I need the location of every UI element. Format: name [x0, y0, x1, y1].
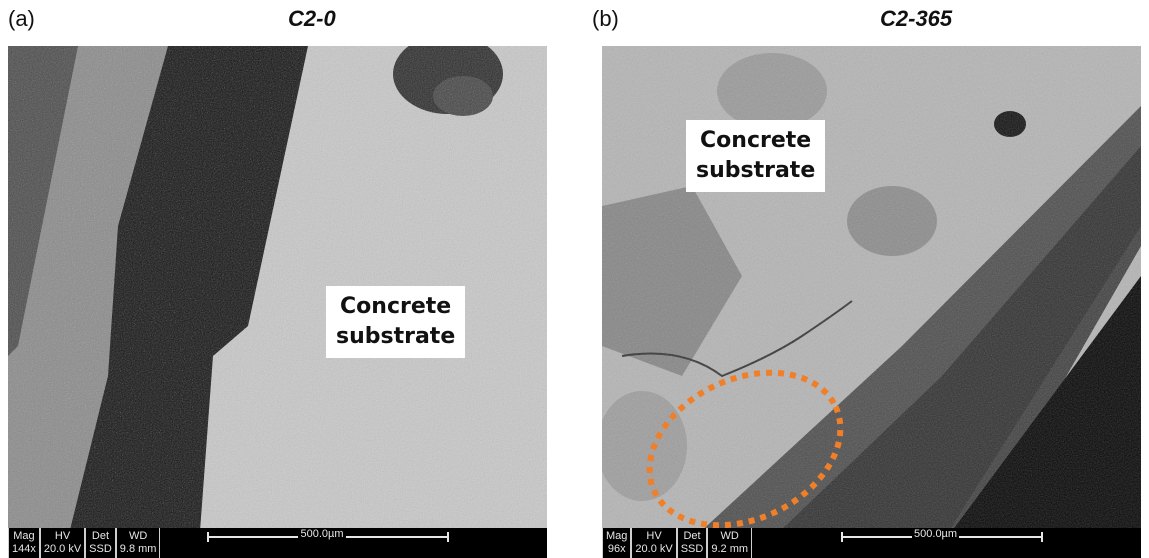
mag-label: Mag	[606, 530, 627, 543]
sem-databar-b: Mag 96x HV 20.0 kV Det SSD WD 9.2 mm 500…	[602, 528, 1141, 558]
mag-cell: Mag 96x	[602, 528, 631, 558]
sem-image-a: Concrete substrate Mag 144x HV 20.0 kV D…	[8, 46, 547, 558]
concrete-substrate-label-b: Concrete substrate	[686, 120, 825, 192]
scale-bar-b: 500.0µm	[752, 528, 1141, 558]
scale-tick-right	[1041, 532, 1043, 542]
concrete-substrate-label-a: Concrete substrate	[326, 286, 465, 358]
panel-b-title: C2-365	[880, 6, 952, 32]
scale-tick-left	[207, 532, 209, 542]
scale-tick-right	[447, 532, 449, 542]
mag-value: 144x	[12, 543, 36, 556]
mag-cell: Mag 144x	[8, 528, 40, 558]
scale-bar-a: 500.0µm	[160, 528, 547, 558]
det-cell: Det SSD	[85, 528, 116, 558]
label-line-2: substrate	[696, 156, 815, 186]
sem-micrograph-b	[602, 46, 1141, 558]
hv-label: HV	[55, 530, 70, 543]
det-label: Det	[92, 530, 109, 543]
det-value: SSD	[681, 543, 704, 556]
scale-tick-left	[841, 532, 843, 542]
wd-value: 9.2 mm	[711, 543, 748, 556]
hv-label: HV	[646, 530, 661, 543]
hv-cell: HV 20.0 kV	[631, 528, 676, 558]
sem-micrograph-a	[8, 46, 547, 558]
hv-value: 20.0 kV	[635, 543, 672, 556]
mag-value: 96x	[608, 543, 626, 556]
wd-cell: WD 9.2 mm	[707, 528, 752, 558]
hv-cell: HV 20.0 kV	[40, 528, 85, 558]
sem-image-b: Concrete substrate Mag 96x HV 20.0 kV De…	[602, 46, 1141, 558]
det-value: SSD	[89, 543, 112, 556]
wd-value: 9.8 mm	[120, 543, 157, 556]
wd-label: WD	[721, 530, 739, 543]
panel-a-letter: (a)	[8, 6, 35, 32]
det-label: Det	[683, 530, 700, 543]
mag-label: Mag	[13, 530, 34, 543]
det-cell: Det SSD	[677, 528, 708, 558]
scale-text: 500.0µm	[298, 528, 345, 540]
wd-label: WD	[129, 530, 147, 543]
scale-text: 500.0µm	[912, 528, 959, 540]
label-line-2: substrate	[336, 322, 455, 352]
sem-databar-a: Mag 144x HV 20.0 kV Det SSD WD 9.8 mm 50…	[8, 528, 547, 558]
label-line-1: Concrete	[336, 292, 455, 322]
panel-b-letter: (b)	[592, 6, 619, 32]
hv-value: 20.0 kV	[44, 543, 81, 556]
wd-cell: WD 9.8 mm	[116, 528, 161, 558]
label-line-1: Concrete	[696, 126, 815, 156]
panel-a-title: C2-0	[288, 6, 336, 32]
